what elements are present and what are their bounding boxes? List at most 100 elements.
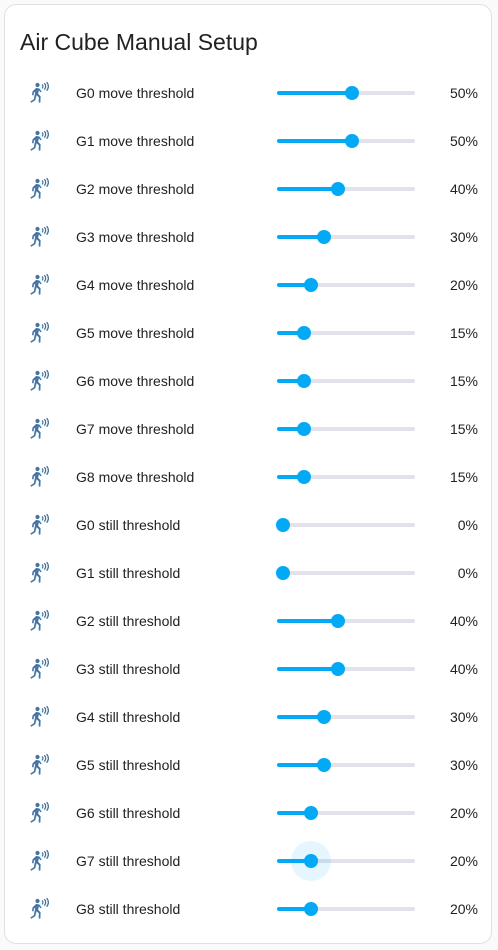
- motion-sensor-icon: [27, 129, 51, 153]
- entity-row: G8 move threshold 15%: [5, 453, 491, 501]
- threshold-slider[interactable]: [277, 275, 415, 295]
- threshold-slider[interactable]: [277, 611, 415, 631]
- entity-row: G2 move threshold 40%: [5, 165, 491, 213]
- motion-sensor-icon: [27, 417, 51, 441]
- entity-rows: G0 move threshold 50% G1 move threshold 50…: [5, 69, 491, 933]
- slider-thumb[interactable]: [317, 758, 332, 772]
- slider-fill: [277, 91, 352, 95]
- motion-sensor-icon: [27, 849, 51, 873]
- slider-track: [277, 619, 415, 623]
- entity-row: G0 still threshold 0%: [5, 501, 491, 549]
- threshold-slider[interactable]: [277, 659, 415, 679]
- entity-label: G0 still threshold: [76, 517, 181, 533]
- slider-track: [277, 859, 415, 863]
- threshold-slider[interactable]: [276, 563, 415, 583]
- slider-track: [277, 763, 415, 767]
- slider-thumb[interactable]: [296, 326, 311, 340]
- entity-value: 20%: [449, 853, 478, 869]
- threshold-slider[interactable]: [277, 419, 415, 439]
- motion-sensor-icon: [27, 753, 51, 777]
- threshold-slider[interactable]: [276, 515, 415, 535]
- slider-thumb[interactable]: [296, 422, 311, 436]
- entity-value: 15%: [449, 325, 478, 341]
- threshold-slider[interactable]: [277, 179, 415, 199]
- slider-fill: [277, 619, 339, 623]
- entity-row: G8 still threshold 20%: [5, 885, 491, 933]
- entity-value: 30%: [449, 709, 478, 725]
- slider-track: [277, 811, 415, 815]
- slider-track: [277, 523, 415, 527]
- slider-thumb[interactable]: [317, 710, 332, 724]
- motion-sensor-icon: [27, 369, 51, 393]
- entity-row: G1 move threshold 50%: [5, 117, 491, 165]
- slider-thumb[interactable]: [296, 470, 311, 484]
- entity-row: G7 move threshold 15%: [5, 405, 491, 453]
- slider-fill: [277, 715, 325, 719]
- entity-label: G6 move threshold: [76, 373, 195, 389]
- slider-thumb[interactable]: [331, 662, 346, 676]
- motion-sensor-icon: [27, 801, 51, 825]
- slider-thumb[interactable]: [303, 902, 318, 916]
- entity-value: 30%: [449, 757, 478, 773]
- entity-value: 20%: [449, 805, 478, 821]
- threshold-slider[interactable]: [277, 323, 415, 343]
- motion-sensor-icon: [27, 321, 51, 345]
- entity-row: G1 still threshold 0%: [5, 549, 491, 597]
- slider-thumb[interactable]: [276, 566, 290, 580]
- entity-label: G4 move threshold: [76, 277, 195, 293]
- slider-fill: [277, 331, 304, 335]
- slider-thumb[interactable]: [345, 86, 359, 100]
- threshold-slider[interactable]: [277, 467, 415, 487]
- motion-sensor-icon: [27, 273, 51, 297]
- threshold-slider[interactable]: [277, 755, 415, 775]
- card-title: Air Cube Manual Setup: [20, 29, 258, 55]
- slider-thumb[interactable]: [303, 854, 318, 868]
- slider-track: [277, 187, 415, 191]
- slider-track: [277, 235, 415, 239]
- slider-thumb[interactable]: [317, 230, 332, 244]
- slider-track: [277, 427, 415, 431]
- slider-track: [277, 475, 415, 479]
- slider-fill: [277, 763, 325, 767]
- slider-thumb[interactable]: [303, 806, 318, 820]
- entity-value: 40%: [449, 661, 478, 677]
- entity-value: 50%: [449, 85, 478, 101]
- threshold-slider[interactable]: [277, 371, 415, 391]
- entity-label: G8 move threshold: [76, 469, 195, 485]
- threshold-slider[interactable]: [277, 131, 415, 151]
- slider-thumb[interactable]: [345, 134, 359, 148]
- entity-row: G3 move threshold 30%: [5, 213, 491, 261]
- slider-fill: [277, 427, 304, 431]
- entity-label: G4 still threshold: [76, 709, 181, 725]
- motion-sensor-icon: [27, 657, 51, 681]
- motion-sensor-icon: [27, 225, 51, 249]
- slider-fill: [277, 379, 304, 383]
- slider-track: [277, 283, 415, 287]
- entity-label: G1 move threshold: [76, 133, 195, 149]
- motion-sensor-icon: [27, 513, 51, 537]
- threshold-slider[interactable]: [277, 803, 415, 823]
- slider-thumb[interactable]: [303, 278, 318, 292]
- threshold-slider[interactable]: [277, 899, 415, 919]
- threshold-slider[interactable]: [277, 841, 415, 881]
- slider-thumb[interactable]: [331, 182, 346, 196]
- entities-card: Air Cube Manual Setup G0 move threshold 5…: [4, 4, 492, 944]
- threshold-slider[interactable]: [277, 707, 415, 727]
- threshold-slider[interactable]: [277, 227, 415, 247]
- threshold-slider[interactable]: [277, 83, 415, 103]
- slider-fill: [277, 235, 325, 239]
- slider-fill: [277, 283, 311, 287]
- slider-fill: [277, 907, 311, 911]
- entity-value: 15%: [449, 469, 478, 485]
- entity-label: G6 still threshold: [76, 805, 181, 821]
- slider-thumb[interactable]: [296, 374, 311, 388]
- slider-fill: [277, 859, 311, 863]
- slider-track: [277, 907, 415, 911]
- slider-thumb[interactable]: [276, 518, 290, 532]
- entity-label: G1 still threshold: [76, 565, 181, 581]
- entity-label: G3 still threshold: [76, 661, 181, 677]
- entity-label: G2 move threshold: [76, 181, 195, 197]
- slider-thumb[interactable]: [331, 614, 346, 628]
- entity-row: G7 still threshold 20%: [5, 837, 491, 885]
- slider-track: [277, 715, 415, 719]
